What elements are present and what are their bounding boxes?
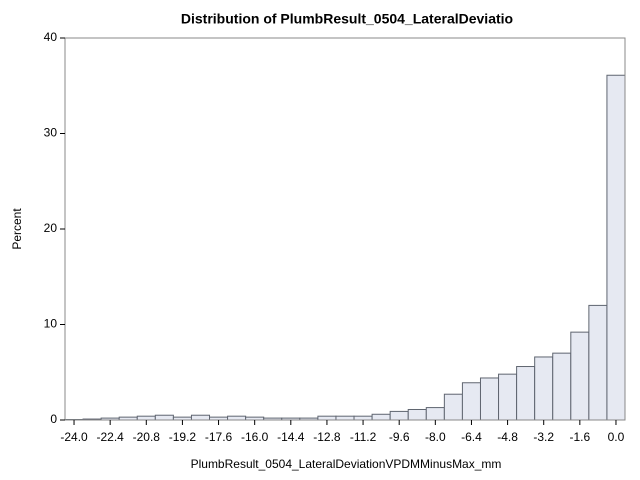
x-axis-label: PlumbResult_0504_LateralDeviationVPDMMin… bbox=[191, 457, 502, 471]
bar bbox=[516, 366, 536, 421]
y-tick-label: 20 bbox=[44, 221, 58, 235]
x-tick-label: -24.0 bbox=[60, 430, 88, 444]
x-tick-label: -4.8 bbox=[497, 430, 518, 444]
y-tick-label: 30 bbox=[44, 126, 58, 140]
bar bbox=[389, 410, 409, 421]
y-tick-label: 40 bbox=[44, 30, 58, 44]
bar bbox=[335, 415, 355, 421]
bar bbox=[317, 415, 337, 421]
x-tick-label: -6.4 bbox=[461, 430, 482, 444]
chart-title: Distribution of PlumbResult_0504_Lateral… bbox=[181, 11, 513, 27]
x-tick-label: -9.6 bbox=[389, 430, 410, 444]
bar bbox=[425, 407, 445, 421]
x-tick-label: -16.0 bbox=[241, 430, 269, 444]
bar bbox=[407, 408, 427, 421]
x-tick-label: -3.2 bbox=[533, 430, 554, 444]
x-tick-label: -20.8 bbox=[133, 430, 161, 444]
bar bbox=[353, 415, 373, 421]
x-tick-label: 0.0 bbox=[608, 430, 625, 444]
y-tick-label: 10 bbox=[44, 317, 58, 331]
y-tick-label: 0 bbox=[50, 412, 57, 426]
bar bbox=[534, 356, 554, 421]
bar bbox=[190, 414, 211, 421]
x-tick-label: -14.4 bbox=[277, 430, 305, 444]
bar bbox=[498, 373, 518, 421]
bar bbox=[570, 331, 590, 421]
bar bbox=[443, 393, 463, 421]
bar bbox=[588, 304, 608, 421]
bar bbox=[227, 415, 247, 421]
x-tick-label: -17.6 bbox=[205, 430, 233, 444]
x-tick-label: -12.8 bbox=[313, 430, 341, 444]
x-tick-label: -8.0 bbox=[425, 430, 446, 444]
y-axis-label: Percent bbox=[10, 208, 24, 250]
bar bbox=[479, 377, 500, 421]
x-tick-label: -22.4 bbox=[96, 430, 124, 444]
bar bbox=[154, 414, 174, 421]
bar bbox=[461, 382, 481, 421]
bar bbox=[371, 413, 391, 421]
x-tick-label: -1.6 bbox=[569, 430, 590, 444]
bar bbox=[606, 74, 626, 421]
bar bbox=[552, 352, 572, 421]
bar bbox=[136, 415, 156, 421]
x-tick-label: -11.2 bbox=[350, 430, 377, 444]
x-tick-label: -19.2 bbox=[169, 430, 197, 444]
